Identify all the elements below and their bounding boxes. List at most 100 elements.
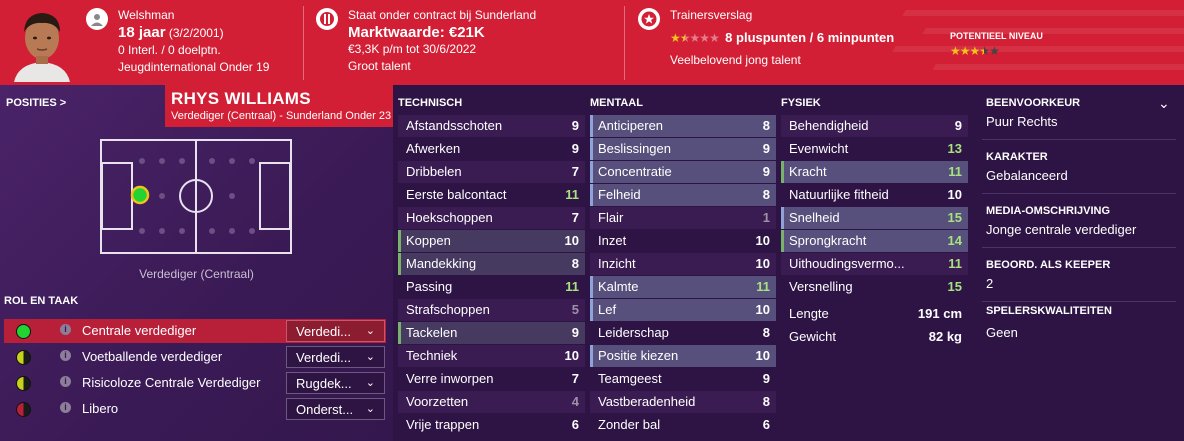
positions-link[interactable]: POSITIES >	[6, 97, 67, 109]
info-icon[interactable]: i	[60, 324, 71, 335]
attribute-row[interactable]: Inzet 10	[590, 230, 776, 252]
info-icon[interactable]: i	[60, 402, 71, 413]
natural-position-marker	[130, 185, 150, 205]
attribute-label: Kalmte	[598, 279, 639, 294]
role-row[interactable]: i Libero Onderst... ⌄	[4, 397, 386, 421]
chevron-down-icon[interactable]: ⌄	[1158, 95, 1170, 111]
attribute-value: 7	[571, 210, 579, 225]
scout-report-block[interactable]: Trainersverslag ★★★★★ 8 pluspunten / 6 m…	[638, 0, 938, 85]
attribute-row[interactable]: Lef 10	[590, 299, 776, 321]
attribute-value: 9	[571, 325, 579, 340]
media-value: Jonge centrale verdediger	[986, 222, 1137, 237]
international-caps: 0 Interl. / 0 doelptn.	[118, 43, 221, 57]
role-title: ROL EN TAAK	[4, 295, 79, 307]
attribute-label: Tackelen	[406, 325, 458, 340]
star-badge-icon	[638, 8, 660, 30]
duty-select[interactable]: Onderst... ⌄	[286, 398, 385, 420]
attribute-label: Lef	[598, 302, 617, 317]
role-suitability-icon	[16, 402, 31, 417]
attribute-value: 11	[756, 279, 770, 294]
attribute-value: 8	[762, 118, 770, 133]
star-icon: ★	[670, 31, 681, 45]
attribute-row[interactable]: Flair 1	[590, 207, 776, 229]
attribute-row[interactable]: Beslissingen 9	[590, 138, 776, 160]
attribute-value: 10	[755, 233, 770, 248]
attribute-label: Teamgeest	[598, 371, 662, 386]
attribute-row[interactable]: Snelheid 15	[781, 207, 968, 229]
nationality-block: Welshman 18 jaar (3/2/2001) 0 Interl. / …	[86, 0, 296, 85]
attribute-row[interactable]: Inzicht 10	[590, 253, 776, 275]
empty-star-icon: ★	[709, 31, 720, 45]
birth-date: (3/2/2001)	[168, 26, 224, 40]
attribute-row[interactable]: Evenwicht 13	[781, 138, 968, 160]
duty-select[interactable]: Verdedi... ⌄	[286, 346, 385, 368]
attribute-value: 10	[947, 187, 962, 202]
attribute-value: 10	[564, 348, 579, 363]
attribute-row[interactable]: Voorzetten 4	[398, 391, 585, 413]
player-avatar[interactable]	[8, 4, 76, 82]
attribute-row[interactable]: Verre inworpen 7	[398, 368, 585, 390]
height-label: Lengte	[789, 306, 829, 321]
attribute-row[interactable]: Vastberadenheid 8	[590, 391, 776, 413]
role-name: Libero	[82, 401, 119, 416]
attribute-row[interactable]: Kracht 11	[781, 161, 968, 183]
attribute-label: Dribbelen	[406, 164, 462, 179]
attribute-row[interactable]: Vrije trappen 6	[398, 414, 585, 436]
attribute-row[interactable]: Anticiperen 8	[590, 115, 776, 137]
club-badge-icon[interactable]	[316, 8, 338, 30]
attribute-row[interactable]: Afwerken 9	[398, 138, 585, 160]
attribute-label: Zonder bal	[598, 417, 661, 432]
role-row[interactable]: i Centrale verdediger Verdedi... ⌄	[4, 319, 386, 343]
attribute-row[interactable]: Koppen 10	[398, 230, 585, 252]
divider	[982, 301, 1176, 302]
attribute-row[interactable]: Passing 11	[398, 276, 585, 298]
attribute-row[interactable]: Hoekschoppen 7	[398, 207, 585, 229]
key-attribute-marker	[590, 184, 593, 206]
attribute-label: Inzet	[598, 233, 627, 248]
attribute-row[interactable]: Afstandsschoten 9	[398, 115, 585, 137]
empty-star-icon: ★	[989, 44, 1000, 58]
youth-international: Jeugdinternational Onder 19	[118, 60, 270, 74]
attribute-row[interactable]: Sprongkracht 14	[781, 230, 968, 252]
current-ability-stars: ★★★★★	[670, 31, 720, 45]
attribute-row[interactable]: Leiderschap 8	[590, 322, 776, 344]
attribute-row[interactable]: Uithoudingsvermo... 11	[781, 253, 968, 275]
foot-title: BEENVOORKEUR	[986, 97, 1081, 109]
wage: €3,3K p/m tot 30/6/2022	[348, 42, 477, 56]
mental-title: MENTAAL	[590, 97, 643, 109]
attribute-label: Flair	[598, 210, 624, 225]
role-row[interactable]: i Voetballende verdediger Verdedi... ⌄	[4, 345, 386, 369]
report-points: 8 pluspunten / 6 minpunten	[725, 30, 895, 45]
market-value: Marktwaarde: €21K	[348, 24, 485, 41]
attribute-value: 5	[571, 302, 579, 317]
duty-select[interactable]: Rugdek... ⌄	[286, 372, 385, 394]
attribute-row[interactable]: Felheid 8	[590, 184, 776, 206]
attribute-label: Snelheid	[789, 210, 840, 225]
attribute-row[interactable]: Concentratie 9	[590, 161, 776, 183]
player-subtitle: Verdediger (Centraal) - Sunderland Onder…	[171, 110, 392, 122]
attribute-row[interactable]: Teamgeest 9	[590, 368, 776, 390]
attribute-row[interactable]: Mandekking 8	[398, 253, 585, 275]
position-label: Verdediger (Centraal)	[139, 267, 254, 281]
technical-title: TECHNISCH	[398, 97, 463, 109]
attribute-row[interactable]: Eerste balcontact 11	[398, 184, 585, 206]
attribute-row[interactable]: Versnelling 15	[781, 276, 968, 298]
info-icon[interactable]: i	[60, 376, 71, 387]
attribute-row[interactable]: Behendigheid 9	[781, 115, 968, 137]
attribute-row[interactable]: Strafschoppen 5	[398, 299, 585, 321]
info-icon[interactable]: i	[60, 350, 71, 361]
attribute-row[interactable]: Natuurlijke fitheid 10	[781, 184, 968, 206]
role-row[interactable]: i Risicoloze Centrale Verdediger Rugdek...…	[4, 371, 386, 395]
attribute-label: Eerste balcontact	[406, 187, 507, 202]
attribute-row[interactable]: Techniek 10	[398, 345, 585, 367]
attribute-label: Concentratie	[598, 164, 672, 179]
attribute-row[interactable]: Positie kiezen 10	[590, 345, 776, 367]
attribute-row[interactable]: Zonder bal 6	[590, 414, 776, 436]
physical-title: FYSIEK	[781, 97, 821, 109]
attribute-row[interactable]: Tackelen 9	[398, 322, 585, 344]
nationality: Welshman	[118, 8, 175, 22]
attribute-row[interactable]: Dribbelen 7	[398, 161, 585, 183]
key-attribute-marker	[781, 161, 784, 183]
attribute-row[interactable]: Kalmte 11	[590, 276, 776, 298]
duty-select[interactable]: Verdedi... ⌄	[286, 320, 385, 342]
